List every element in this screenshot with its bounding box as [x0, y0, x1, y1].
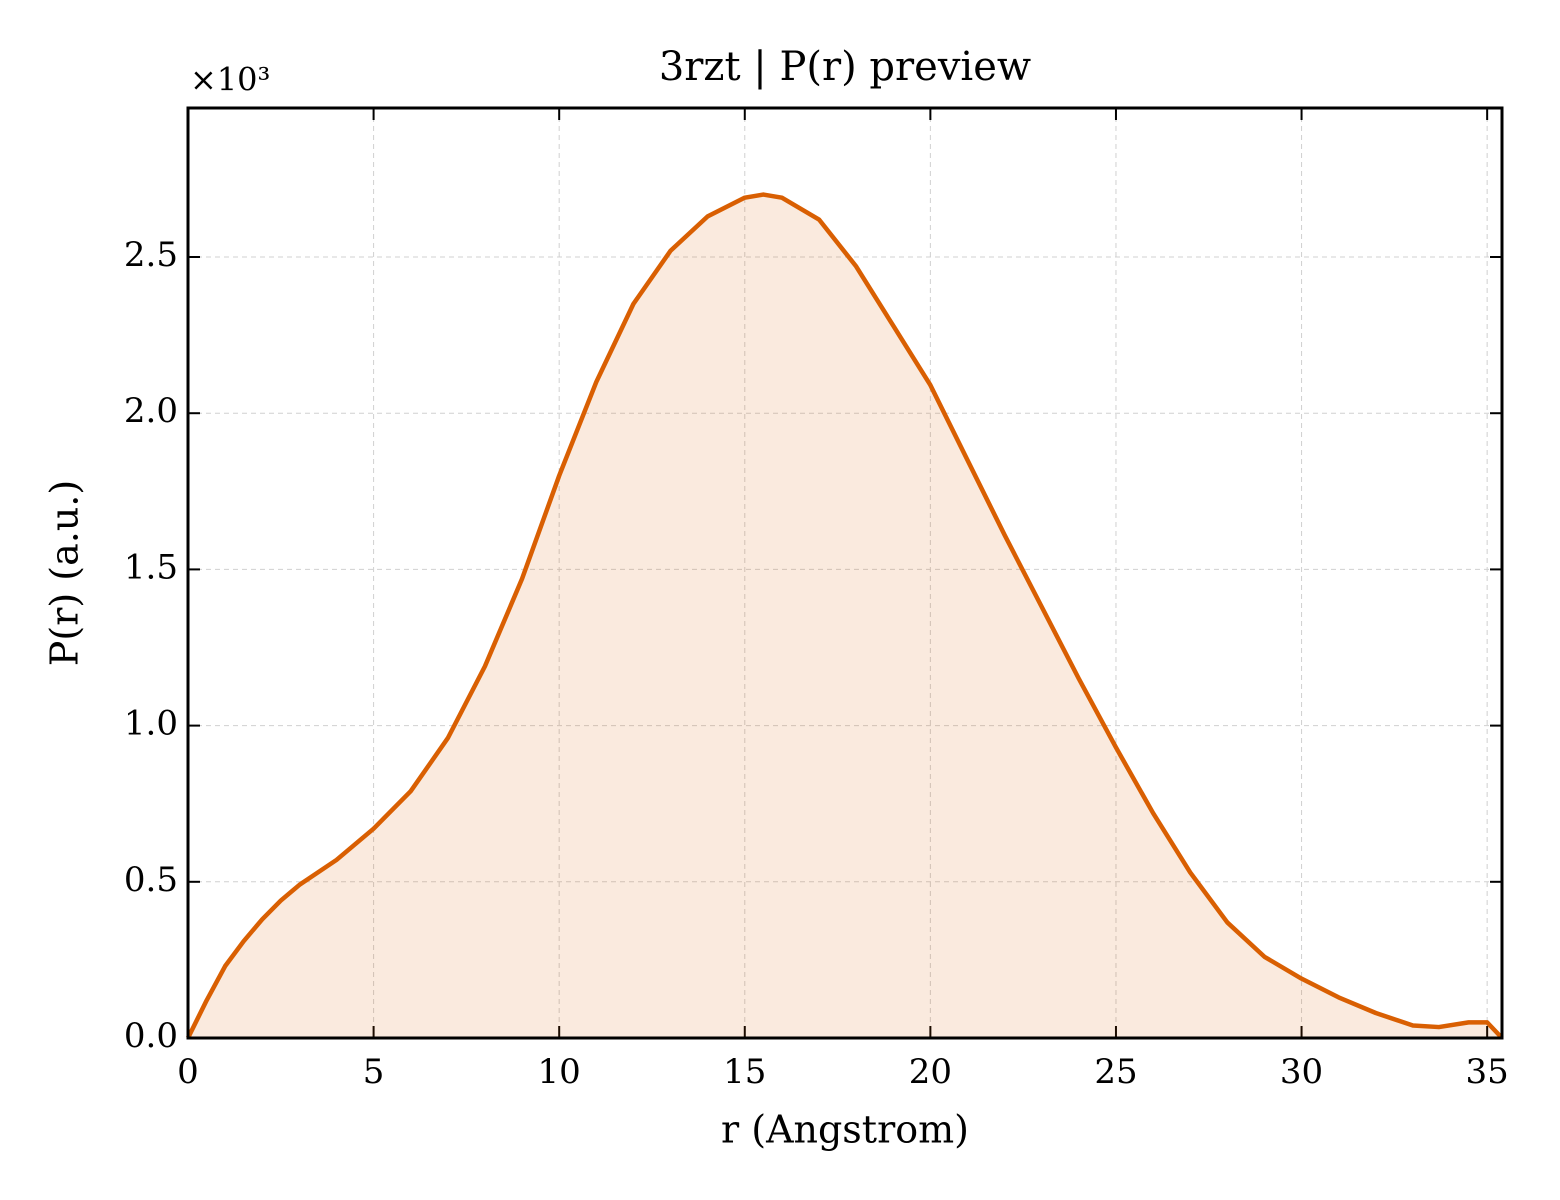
y-axis-label: P(r) (a.u.): [43, 480, 87, 666]
y-tick-label: 1.5: [124, 547, 178, 587]
x-tick-label: 5: [363, 1052, 385, 1092]
y-tick-label: 1.0: [124, 704, 178, 744]
y-tick-label: 2.5: [124, 235, 178, 275]
area: [188, 194, 1502, 1038]
y-offset-label: ×10³: [190, 61, 270, 99]
x-tick-label: 20: [909, 1052, 952, 1092]
x-tick-label: 10: [538, 1052, 581, 1092]
x-tick-label: 15: [723, 1052, 766, 1092]
x-tick-label: 35: [1466, 1052, 1509, 1092]
y-tick-label: 2.0: [124, 391, 178, 431]
x-tick-label: 0: [177, 1052, 199, 1092]
x-tick-label: 25: [1094, 1052, 1137, 1092]
y-tick-label: 0.0: [124, 1016, 178, 1056]
y-tick-label: 0.5: [124, 860, 178, 900]
x-axis-label: r (Angstrom): [721, 1108, 969, 1152]
line: [185, 192, 1504, 1040]
x-tick-label: 30: [1280, 1052, 1323, 1092]
plot-frame: [186, 106, 1504, 1040]
chart-title: 3rzt | P(r) preview: [659, 44, 1031, 90]
